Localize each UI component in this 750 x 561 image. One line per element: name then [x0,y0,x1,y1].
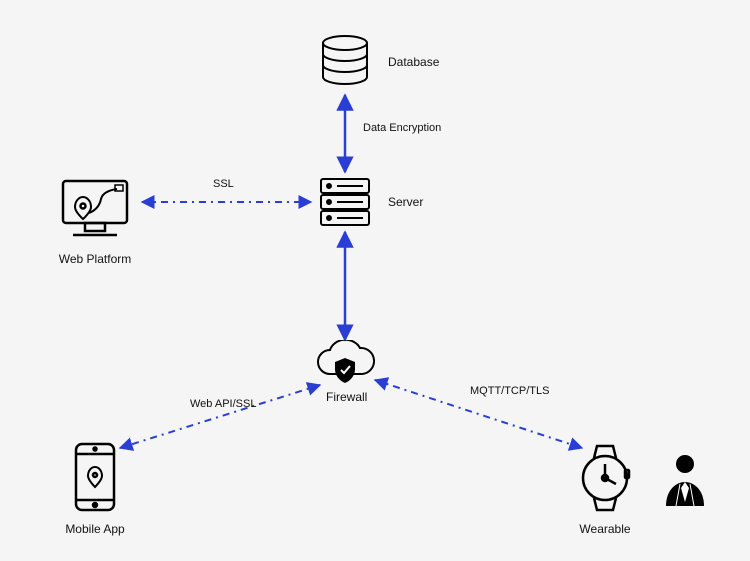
firewall-icon [310,340,380,390]
wearable-icon [570,440,640,515]
database-icon [315,35,375,90]
node-server [315,175,375,233]
mobile-app-icon [68,440,123,515]
label-firewall: Firewall [326,390,367,404]
label-mobile-app: Mobile App [65,522,125,536]
label-server: Server [388,195,423,209]
node-mobile-app: Mobile App [65,440,125,536]
label-database: Database [388,55,439,69]
architecture-diagram: Database Server Fire [0,0,750,561]
node-wearable: Wearable [570,440,640,536]
edge-label-ssl: SSL [213,178,234,190]
web-platform-icon [55,175,135,245]
node-database [315,35,375,93]
edge-firewall-mobile [120,385,320,448]
edge-label-data-encryption: Data Encryption [363,122,441,134]
person-icon [660,450,710,510]
node-firewall [310,340,380,393]
label-web-platform: Web Platform [55,252,135,266]
node-person [660,450,710,513]
label-wearable: Wearable [570,522,640,536]
edge-label-webapi-ssl: Web API/SSL [190,398,256,410]
node-web-platform: Web Platform [55,175,135,266]
edge-label-mqtt: MQTT/TCP/TLS [470,385,549,397]
server-icon [315,175,375,230]
